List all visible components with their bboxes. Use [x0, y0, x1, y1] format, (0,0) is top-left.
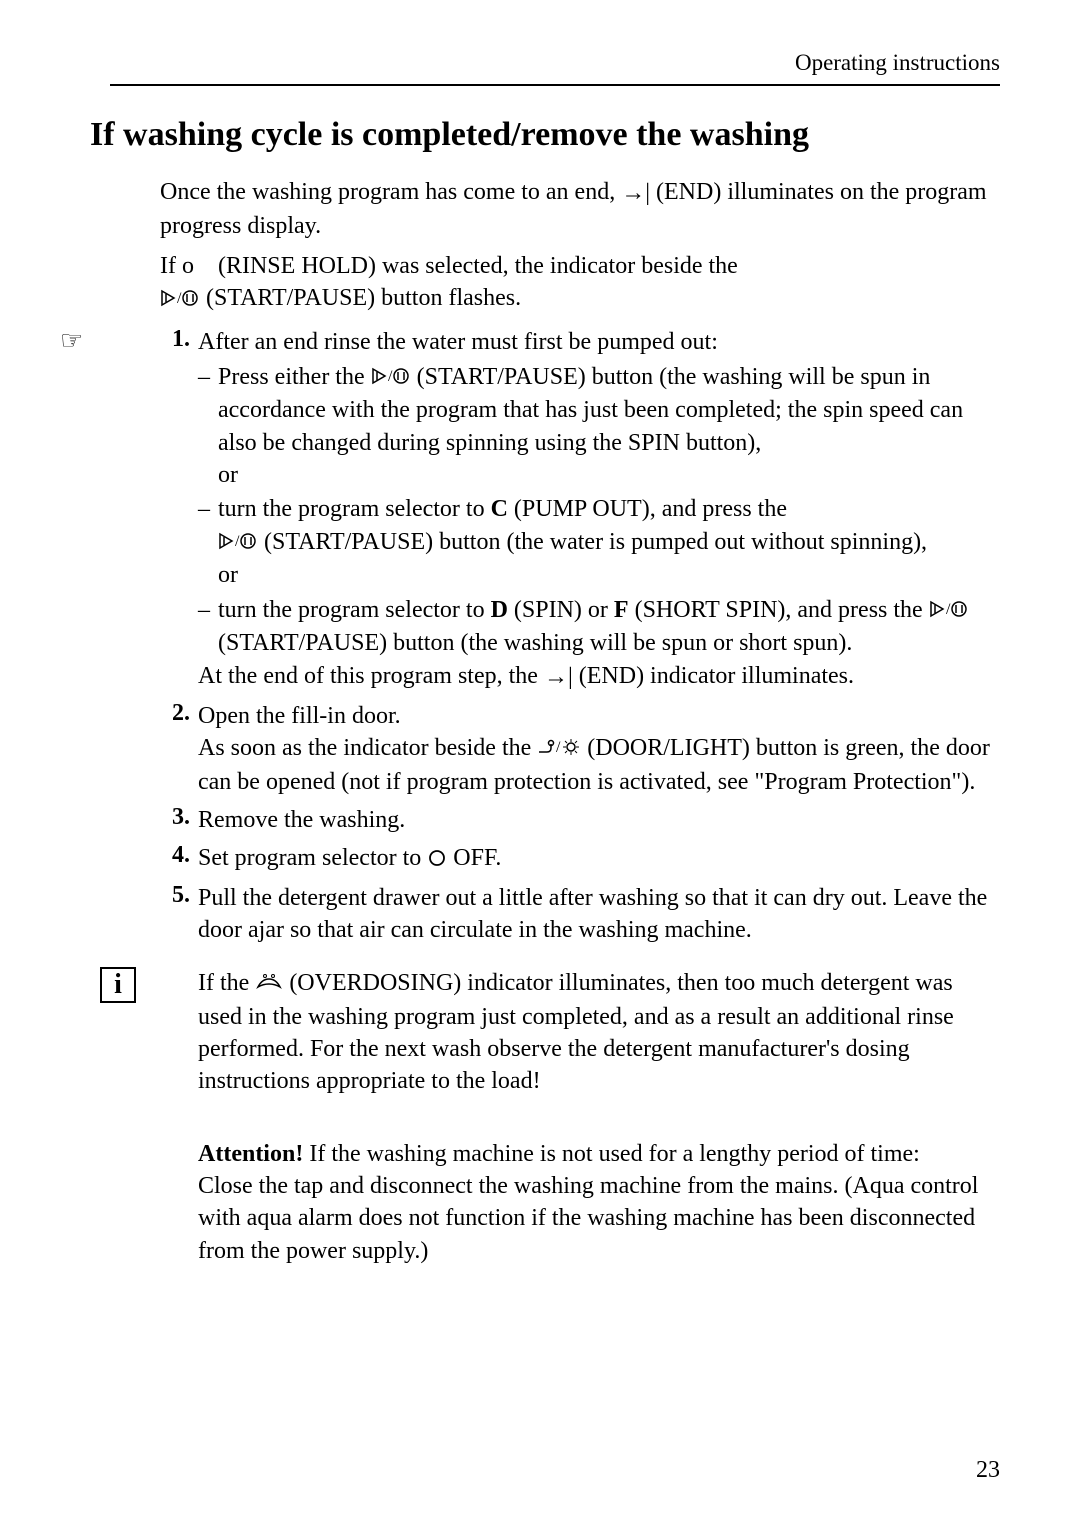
svg-text:/: /: [388, 368, 393, 385]
svg-text:/: /: [946, 601, 951, 618]
door-light-icon: /: [537, 733, 581, 765]
step-1-sub-a: – Press either the / (START/PAUSE) butto…: [198, 361, 1000, 459]
step-number: 1.: [160, 326, 198, 353]
attention-block: Attention! If the washing machine is not…: [198, 1138, 1000, 1268]
step-2: 2. Open the fill-in door. As soon as the…: [110, 700, 1000, 798]
intro-paragraph-1: Once the washing program has come to an …: [160, 176, 1000, 242]
step-1-sub-c: – turn the program selector to D (SPIN) …: [198, 594, 1000, 660]
step-1: ☞ 1. After an end rinse the water must f…: [110, 326, 1000, 693]
start-pause-icon: /: [929, 595, 969, 627]
page-number: 23: [976, 1457, 1000, 1484]
step-3: 3. Remove the washing.: [110, 804, 1000, 836]
overdosing-icon: [255, 968, 283, 1000]
page-title: If washing cycle is completed/remove the…: [90, 116, 1000, 154]
svg-text:/: /: [556, 739, 561, 756]
page-header: Operating instructions: [110, 50, 1000, 86]
info-note: i If the (OVERDOSING) indicator illumina…: [110, 967, 1000, 1098]
off-circle-icon: [427, 844, 447, 876]
end-arrow-icon: →|: [544, 661, 573, 693]
info-icon: i: [100, 967, 150, 1003]
section-title: Operating instructions: [795, 50, 1000, 75]
step-number: 4.: [160, 842, 198, 869]
step-number: 3.: [160, 804, 198, 831]
intro-paragraph-2: If o (RINSE HOLD) was selected, the indi…: [160, 250, 1000, 316]
step-5: 5. Pull the detergent drawer out a littl…: [110, 882, 1000, 947]
step-number: 2.: [160, 700, 198, 727]
attention-label: Attention!: [198, 1141, 303, 1167]
step-1-tail: At the end of this program step, the →| …: [198, 660, 1000, 694]
start-pause-icon: /: [218, 527, 258, 559]
rinse-hold-icon: o: [182, 253, 194, 279]
start-pause-icon: /: [160, 284, 200, 316]
step-number: 5.: [160, 882, 198, 909]
start-pause-icon: /: [371, 362, 411, 394]
document-page: Operating instructions If washing cycle …: [0, 0, 1080, 1529]
svg-text:/: /: [235, 533, 240, 550]
end-arrow-icon: →|: [621, 177, 650, 209]
step-1-lead: After an end rinse the water must first …: [198, 326, 1000, 358]
step-4: 4. Set program selector to OFF.: [110, 842, 1000, 876]
pointing-hand-icon: ☞: [60, 326, 83, 356]
step-1-sub-b: – turn the program selector to C (PUMP O…: [198, 493, 1000, 559]
svg-text:/: /: [177, 290, 182, 307]
